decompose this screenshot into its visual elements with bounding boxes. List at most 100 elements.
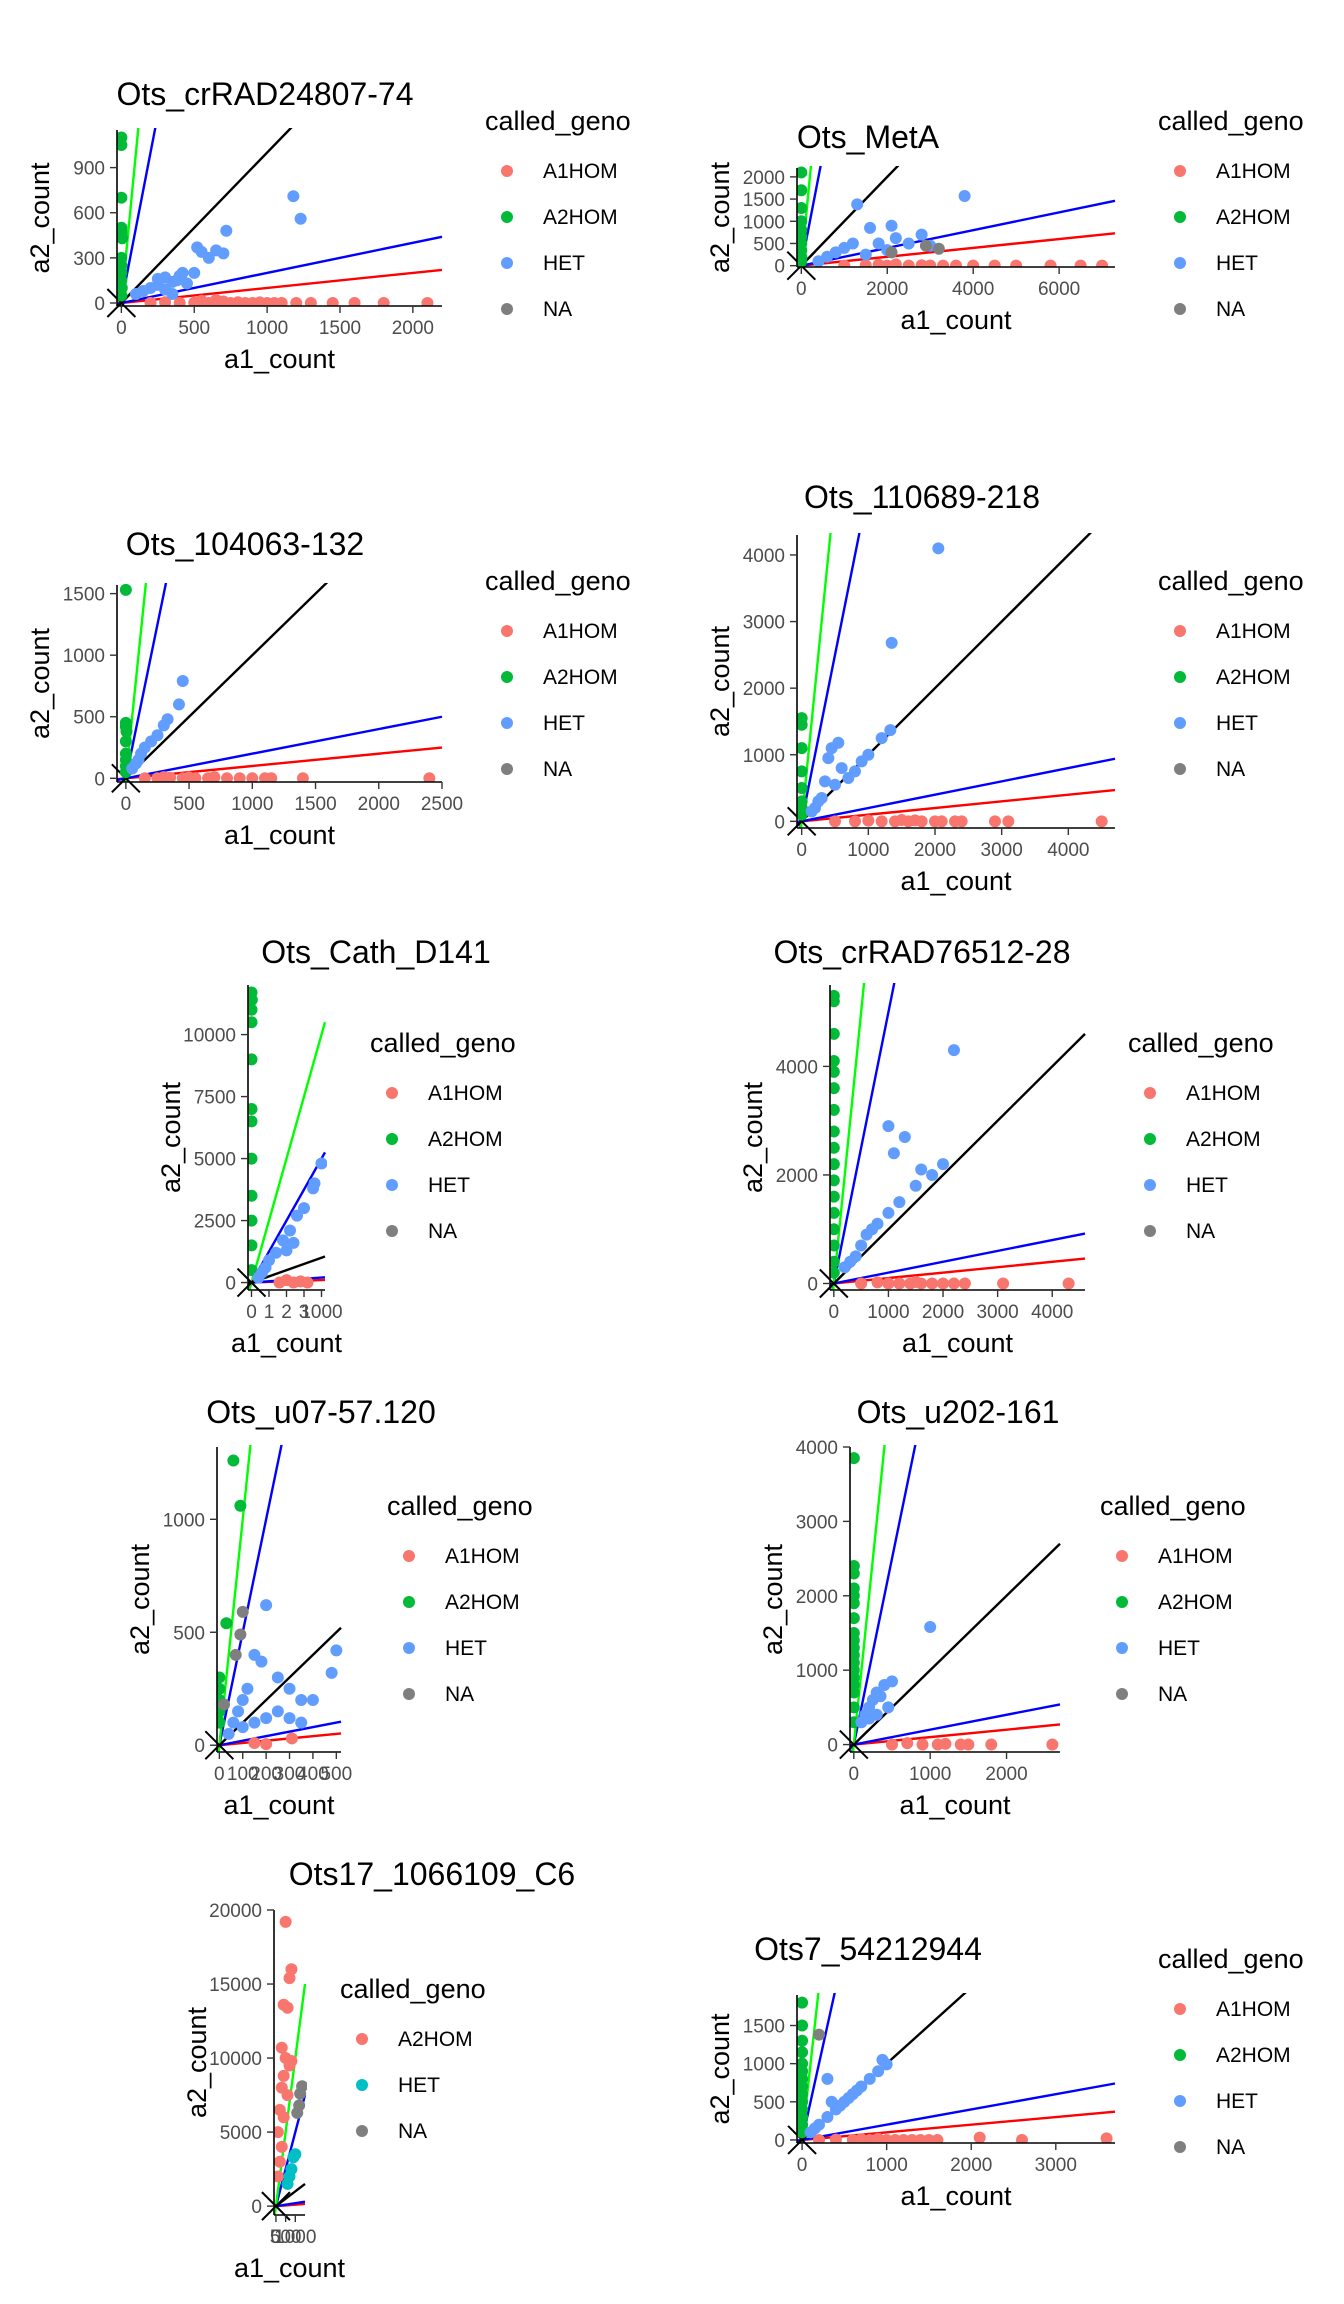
plot-title: Ots_Cath_D141 xyxy=(261,934,490,970)
legend-label: HET xyxy=(1158,1637,1200,1660)
point-het xyxy=(260,1599,273,1612)
point-het xyxy=(180,277,193,290)
panel-0: Ots_crRAD24807-74 0 500 1000 1500 2000 0 300 600… xyxy=(25,76,631,374)
point-het xyxy=(874,1690,887,1703)
legend-label: NA xyxy=(1158,1683,1187,1706)
legend-label: NA xyxy=(543,758,572,781)
legend-label: HET xyxy=(398,2074,440,2097)
point-a1hom xyxy=(210,293,223,306)
legend-label: HET xyxy=(543,252,585,275)
x-tick-label: 2000 xyxy=(922,1302,964,1323)
point-a2hom xyxy=(797,718,808,731)
point-a1hom xyxy=(989,815,1001,828)
origin-mark xyxy=(204,1730,235,1760)
x-tick-label: 6000 xyxy=(1038,279,1080,300)
point-het xyxy=(236,1694,249,1707)
x-tick-label: 4000 xyxy=(1047,840,1089,861)
legend-key-het xyxy=(501,257,513,269)
y-tick-label: 4000 xyxy=(743,546,785,567)
x-tick-label: 1000 xyxy=(909,1764,951,1785)
origin-mark xyxy=(106,288,137,318)
point-a2hom xyxy=(830,1190,840,1203)
point-a1hom xyxy=(855,1277,868,1290)
point-a1hom xyxy=(1074,259,1087,267)
legend-key-a1hom xyxy=(1174,165,1186,177)
legend-label: A2HOM xyxy=(1158,1591,1233,1614)
legend-key-a2hom xyxy=(386,1133,398,1145)
point-het xyxy=(222,1727,235,1740)
point-het xyxy=(330,1644,343,1657)
point-het xyxy=(157,719,170,732)
x-tick-label: 1 xyxy=(264,1302,275,1323)
point-het xyxy=(915,228,928,241)
legend-key-na xyxy=(501,763,513,775)
y-tick-label: 5000 xyxy=(194,1150,236,1171)
point-a2hom xyxy=(117,289,128,302)
x-tick-label: 2000 xyxy=(950,2155,992,2176)
y-tick-label: 1000 xyxy=(796,1661,838,1682)
point-het xyxy=(893,1196,906,1209)
point-a2hom xyxy=(797,2046,809,2059)
legend-label: HET xyxy=(1216,712,1258,735)
point-het xyxy=(188,266,201,279)
x-tick-label: 1000 xyxy=(274,2227,316,2248)
x-tick-label: 2000 xyxy=(914,840,956,861)
point-a1hom xyxy=(872,2132,885,2143)
reference-line-diag xyxy=(117,128,293,306)
x-tick-label: 400 xyxy=(297,1764,329,1785)
point-a2hom xyxy=(797,808,808,821)
point-a2hom xyxy=(248,1016,258,1029)
point-a2hom xyxy=(281,2001,294,2014)
point-het xyxy=(880,2058,893,2071)
y-tick-label: 2000 xyxy=(743,168,785,189)
reference-line-het_high xyxy=(799,533,861,828)
point-a2hom xyxy=(797,2019,809,2032)
point-a2hom xyxy=(248,1189,258,1202)
reference-line-diag xyxy=(217,1626,342,1749)
y-tick-label: 3000 xyxy=(796,1512,838,1533)
y-tick-label: 500 xyxy=(753,234,785,255)
point-a1hom xyxy=(886,1738,898,1751)
point-a1hom xyxy=(157,771,170,782)
y-tick-label: 500 xyxy=(173,1623,205,1644)
point-a1hom xyxy=(838,259,851,267)
point-a2hom xyxy=(830,1174,840,1187)
point-a2hom xyxy=(797,1996,809,2009)
point-a1hom xyxy=(909,814,921,827)
point-a1hom xyxy=(1044,259,1057,267)
point-het xyxy=(284,1224,296,1237)
legend-key-het xyxy=(1174,2095,1186,2107)
reference-line-het_low xyxy=(830,1232,1086,1286)
y-tick-label: 1500 xyxy=(63,585,105,606)
point-het xyxy=(872,2065,885,2078)
y-tick-label: 2500 xyxy=(194,1212,236,1233)
point-a1hom xyxy=(939,1737,952,1750)
y-tick-label: 500 xyxy=(753,2093,785,2114)
y-tick-label: 1000 xyxy=(743,746,785,767)
point-het xyxy=(835,762,848,775)
point-a2hom xyxy=(227,1454,240,1467)
reference-line-het_low xyxy=(274,2200,306,2208)
point-a1hom xyxy=(304,296,317,306)
point-het xyxy=(859,248,872,261)
point-a2hom xyxy=(248,993,258,1006)
legend-title: called_geno xyxy=(1158,106,1304,136)
x-tick-label: 0 xyxy=(829,1302,840,1323)
point-het xyxy=(166,275,179,288)
legend-key-a2hom xyxy=(403,1596,415,1608)
y-tick-label: 2000 xyxy=(743,679,785,700)
y-tick-label: 4000 xyxy=(776,1057,818,1078)
x-tick-label: 3000 xyxy=(981,840,1023,861)
legend-title: called_geno xyxy=(387,1491,533,1521)
point-a2hom xyxy=(797,2126,809,2139)
y-tick-label: 0 xyxy=(225,1274,236,1295)
y-tick-label: 0 xyxy=(774,2131,785,2152)
point-het xyxy=(260,1712,273,1725)
legend-key-a2hom xyxy=(356,2033,368,2045)
point-a2hom xyxy=(830,995,840,1008)
point-het xyxy=(151,729,164,742)
point-a1hom xyxy=(1096,259,1109,267)
point-a1hom xyxy=(955,815,968,828)
legend-key-het xyxy=(356,2079,368,2091)
reference-line-a1 xyxy=(797,2110,1116,2142)
